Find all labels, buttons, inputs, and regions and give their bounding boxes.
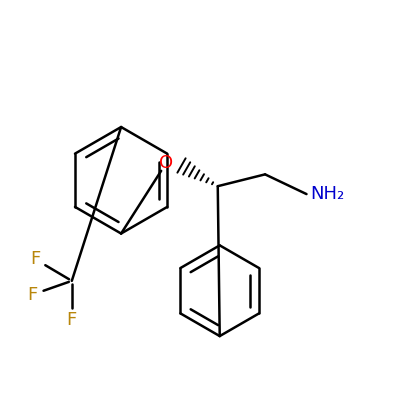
Text: F: F: [67, 311, 77, 329]
Text: NH₂: NH₂: [310, 185, 345, 203]
Text: O: O: [160, 154, 174, 172]
Text: F: F: [30, 250, 40, 268]
Text: F: F: [27, 286, 38, 304]
